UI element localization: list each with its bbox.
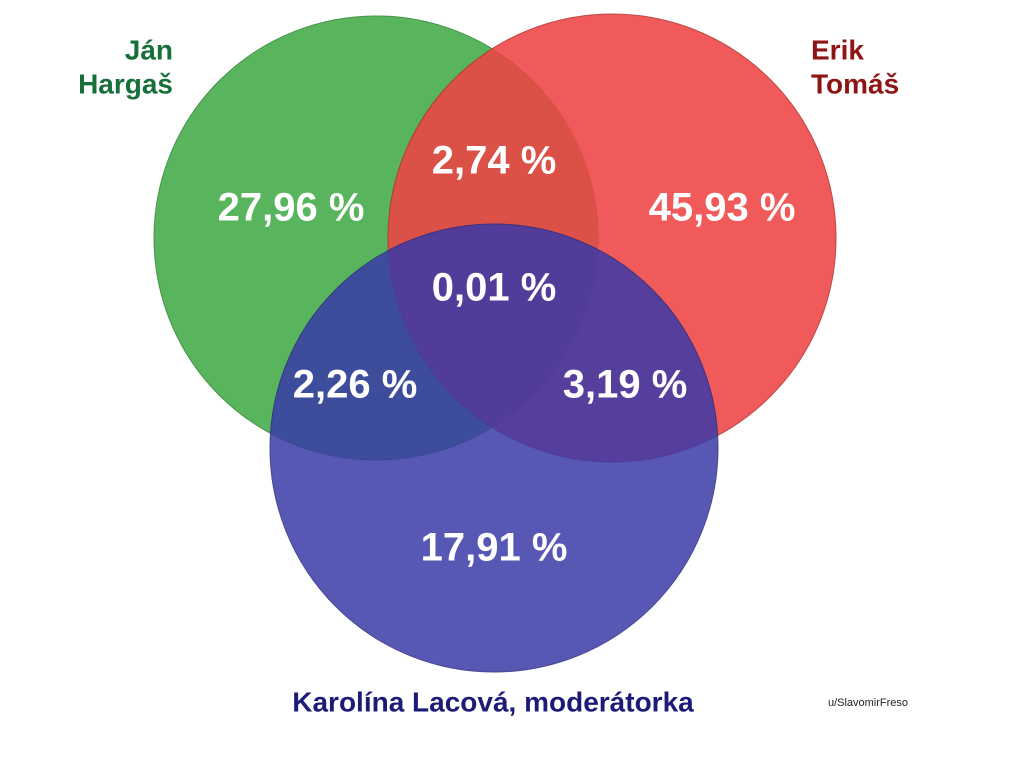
- credit: u/SlavomirFreso: [828, 697, 908, 709]
- region-label: 17,91 %: [421, 526, 568, 570]
- region-label: 2,74 %: [432, 139, 557, 183]
- set-label: Tomáš: [811, 68, 899, 99]
- set-label: Hargaš: [78, 68, 173, 99]
- set-label: Ján: [125, 34, 173, 65]
- region-label: 45,93 %: [649, 186, 796, 230]
- region-label: 3,19 %: [563, 363, 688, 407]
- set-label: Erik: [811, 34, 864, 65]
- region-label: 0,01 %: [432, 266, 557, 310]
- region-label: 27,96 %: [218, 186, 365, 230]
- set-circle: [269, 223, 719, 673]
- set-label: Karolína Lacová, moderátorka: [292, 686, 694, 717]
- region-label: 2,26 %: [293, 363, 418, 407]
